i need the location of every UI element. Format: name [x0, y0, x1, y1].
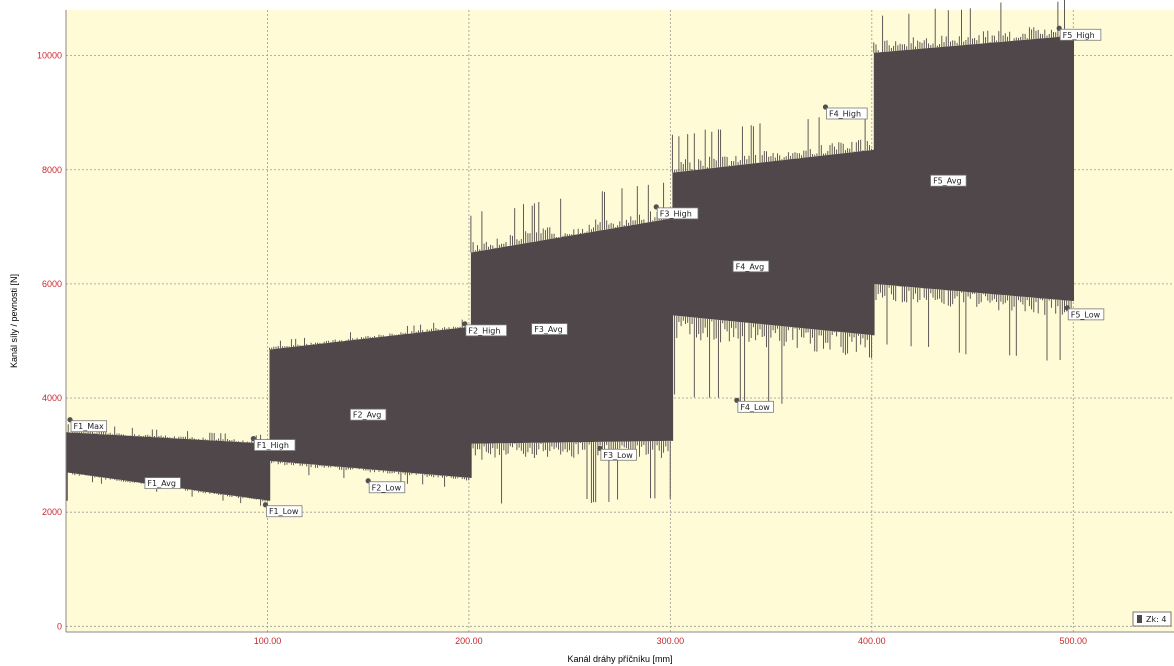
- annotation-box: [266, 505, 303, 518]
- annotation-f1-high: F1_High: [250, 435, 296, 451]
- annotation-box: [600, 448, 637, 461]
- x-tick-label: 100.00: [254, 636, 282, 646]
- force-band-segment: [672, 149, 874, 336]
- annotation-label: F2_Low: [372, 483, 402, 492]
- annotation-box: [368, 481, 406, 494]
- annotation-f5-high: F5_High: [1056, 25, 1102, 41]
- x-tick-label: 400.00: [858, 636, 886, 646]
- annotation-f5-low: F5_Low: [1064, 305, 1105, 321]
- x-tick-label: 300.00: [657, 636, 685, 646]
- annotation-label: F5_High: [1063, 31, 1095, 40]
- annotation-label: F1_Avg: [147, 479, 176, 488]
- legend-swatch: [1137, 615, 1142, 623]
- y-tick-label: 8000: [42, 165, 62, 175]
- axes: [65, 10, 1174, 633]
- annotation-box: [656, 207, 699, 220]
- force-band-segment: [470, 218, 673, 444]
- annotation-label: F1_High: [257, 441, 289, 450]
- legend-box: [1132, 611, 1172, 627]
- annotation-label: F2_High: [468, 326, 500, 335]
- annotation-box: [349, 408, 387, 421]
- annotation-f4-avg: F4_Avg: [732, 260, 770, 273]
- x-axis-ticks: 100.00 200.00 300.00 400.00 500.00: [254, 636, 1087, 646]
- annotation-label: F4_High: [829, 110, 861, 119]
- annotation-f2-high: F2_High: [462, 321, 507, 337]
- annotation-f5-avg: F5_Avg: [930, 174, 967, 187]
- annotation-f1-avg: F1_Avg: [144, 477, 181, 490]
- force-oscillation-spikes: [470, 182, 671, 504]
- annotation-label: F3_High: [660, 209, 692, 218]
- annotation-label: F4_Low: [740, 403, 770, 412]
- y-axis-title: Kanál síly / pevnosti [N]: [9, 274, 19, 368]
- annotation-box: [70, 420, 108, 433]
- annotation-box: [930, 174, 967, 187]
- annotation-label: F3_Avg: [534, 325, 563, 334]
- force-band-segment: [66, 432, 270, 501]
- annotation-box: [1059, 28, 1102, 41]
- annotation-f4-low: F4_Low: [734, 397, 774, 413]
- force-oscillation-spikes: [269, 319, 470, 487]
- force-oscillation-spikes: [671, 114, 873, 405]
- annotation-label: F1_Low: [269, 507, 299, 516]
- force-oscillation-spikes: [873, 0, 1072, 361]
- annotation-label: F2_Avg: [353, 411, 382, 420]
- y-axis-ticks: 0 2000 4000 6000 8000 10000: [37, 51, 62, 632]
- annotation-f1-max: F1_Max: [67, 417, 108, 433]
- x-tick-label: 200.00: [455, 636, 483, 646]
- x-tick-label: 500.00: [1060, 636, 1088, 646]
- annotation-f3-avg: F3_Avg: [531, 323, 568, 335]
- annotation-f4-high: F4_High: [822, 104, 868, 120]
- y-tick-label: 6000: [42, 279, 62, 289]
- y-tick-label: 0: [57, 621, 62, 631]
- data-band: [65, 0, 1075, 506]
- annotation-box: [253, 439, 296, 451]
- y-tick-label: 2000: [42, 507, 62, 517]
- annotation-f3-low: F3_Low: [597, 445, 637, 461]
- force-band-segment: [269, 326, 471, 478]
- x-axis-title: Kanál dráhy příčníku [mm]: [567, 654, 672, 664]
- annotation-box: [737, 400, 774, 413]
- annotation-box: [826, 107, 868, 120]
- annotation-label: F5_Avg: [933, 177, 962, 186]
- force-band-segment: [873, 35, 1074, 301]
- annotation-label: F4_Avg: [736, 262, 765, 271]
- annotation-box: [1067, 308, 1105, 321]
- annotation-f2-avg: F2_Avg: [349, 408, 387, 421]
- annotation-label: F3_Low: [603, 451, 633, 460]
- annotation-f2-low: F2_Low: [365, 478, 406, 494]
- annotation-f3-high: F3_High: [653, 204, 699, 220]
- annotation-box: [465, 324, 507, 337]
- annotation-box: [732, 260, 770, 273]
- legend-label: Zk: 4: [1146, 615, 1166, 624]
- y-tick-label: 4000: [42, 393, 62, 403]
- annotation-label: F5_Low: [1071, 310, 1101, 319]
- legend[interactable]: Zk: 4: [1132, 611, 1172, 627]
- y-tick-label: 10000: [37, 51, 62, 61]
- annotation-label: F1_Max: [74, 422, 104, 431]
- annotation-box: [144, 477, 181, 490]
- annotations: F1_Max F1_High F1_Avg F1_Low F2_High F2_Avg F2…: [67, 25, 1105, 518]
- annotation-f1-low: F1_Low: [262, 502, 303, 518]
- annotation-box: [531, 323, 568, 335]
